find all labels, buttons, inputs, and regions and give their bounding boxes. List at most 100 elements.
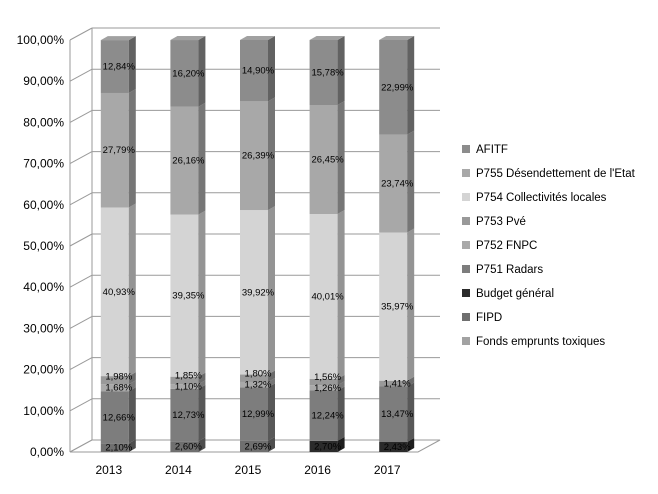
data-label: 1,41% [384,379,411,390]
bar-segment-side [268,383,275,441]
y-tick-label: 30,00% [23,321,64,335]
data-label: 1,85% [175,371,202,382]
legend-swatch [462,313,470,321]
gridline-depth [69,398,93,412]
x-tick-label: 2016 [304,463,331,477]
bar-segment-side [268,377,275,388]
bar-segment [309,385,338,391]
legend-swatch [462,241,470,249]
bar-segment-side [268,35,275,102]
data-label: 2,10% [105,443,132,454]
bar-segment-side [337,209,345,379]
bar-segment [100,391,129,444]
data-label: 1,10% [175,382,202,393]
bar-segment-side [337,36,345,106]
data-label: 40,93% [103,287,136,298]
legend-label: Budget général [476,288,554,300]
bar-segment-side [198,210,206,377]
bar-segment-side [128,88,136,208]
bar-segment [240,374,268,382]
data-label: 15,78% [311,68,344,79]
bar-segment [379,386,408,442]
data-label: 39,92% [242,287,275,298]
data-label: 14,90% [242,66,275,77]
bar-segment [379,39,408,135]
data-label: 1,98% [105,372,132,383]
bar-segment-side [407,35,415,135]
y-tick-label: 70,00% [23,157,64,171]
y-tick-label: 80,00% [23,115,64,129]
bar-segment [240,440,268,452]
gridline-depth [69,68,93,82]
legend-label: P751 Radars [476,264,543,276]
gridline-depth [69,233,93,247]
data-label: 27,79% [103,145,136,156]
legend-swatch [462,289,470,297]
legend-swatch [462,193,470,201]
legend: AFITF P755 Désendettement de l'Etat P754 C… [462,144,636,348]
bar-segment-side [198,102,206,215]
data-label: 35,97% [381,302,414,313]
bar-segment-side [128,372,136,385]
bar-segment-side [407,437,415,452]
bar-segment [100,207,129,377]
bar-segment-side [337,381,345,391]
bar-segment-side [337,101,345,214]
data-label: 1,26% [314,383,341,394]
bar-segment [240,387,268,441]
bar-segment [379,380,408,387]
legend-label: FIPD [476,312,502,324]
bar-segment [170,376,199,385]
data-label: 26,16% [172,156,205,167]
bar-segment-side [268,436,275,452]
bar-segment [379,134,408,233]
bar-segment [379,232,408,381]
bar-segment-side [128,439,136,452]
bars [100,35,415,452]
legend-swatch [462,265,470,273]
gridline-depth [69,357,93,371]
bar-segment-side [268,97,275,211]
bar-segment-side [128,387,136,444]
value-labels: 2,10% 12,66% 1,68%1,98% 40,93% 27,79% 12,84% 2… [103,62,414,454]
data-label: 26,45% [311,155,344,166]
data-label: 1,56% [314,372,341,383]
bar-segment-side [128,380,136,392]
bar-segment-side [128,36,136,93]
bar-segment-side [337,374,345,386]
bar-segment [240,101,268,211]
bar-segment-side [128,203,136,377]
bar-segment [170,214,199,377]
bar-segment [100,376,129,385]
data-label: 2,70% [314,441,341,452]
legend-label: P754 Collectivités locales [476,192,607,204]
bar-segment-side [407,228,415,381]
bar-segment [309,390,338,441]
data-label: 1,80% [245,369,272,380]
bar-segment-side [198,372,206,385]
bar-segment-side [337,386,345,441]
data-label: 2,69% [245,441,272,452]
x-tick-label: 2017 [374,463,401,477]
y-tick-label: 40,00% [23,280,64,294]
bar-top [240,35,275,40]
gridline-depth [69,109,93,123]
y-tick-label: 50,00% [23,239,64,253]
data-label: 12,66% [103,412,136,423]
legend-swatch [462,217,470,225]
bar-segment-side [198,36,206,107]
y-tick-label: 10,00% [23,404,64,418]
x-tick-label: 2013 [95,463,122,477]
bar-segment [100,40,129,93]
data-label: 13,47% [381,409,414,420]
x-tick-label: 2015 [235,463,262,477]
data-label: 12,99% [242,409,275,420]
bar-top [100,36,136,41]
bar-segment [170,384,199,389]
data-label: 22,99% [381,82,414,93]
bar-segment [309,105,338,214]
x-tick-label: 2014 [165,463,192,477]
data-label: 2,43% [384,442,411,453]
bar-segment [170,388,199,442]
